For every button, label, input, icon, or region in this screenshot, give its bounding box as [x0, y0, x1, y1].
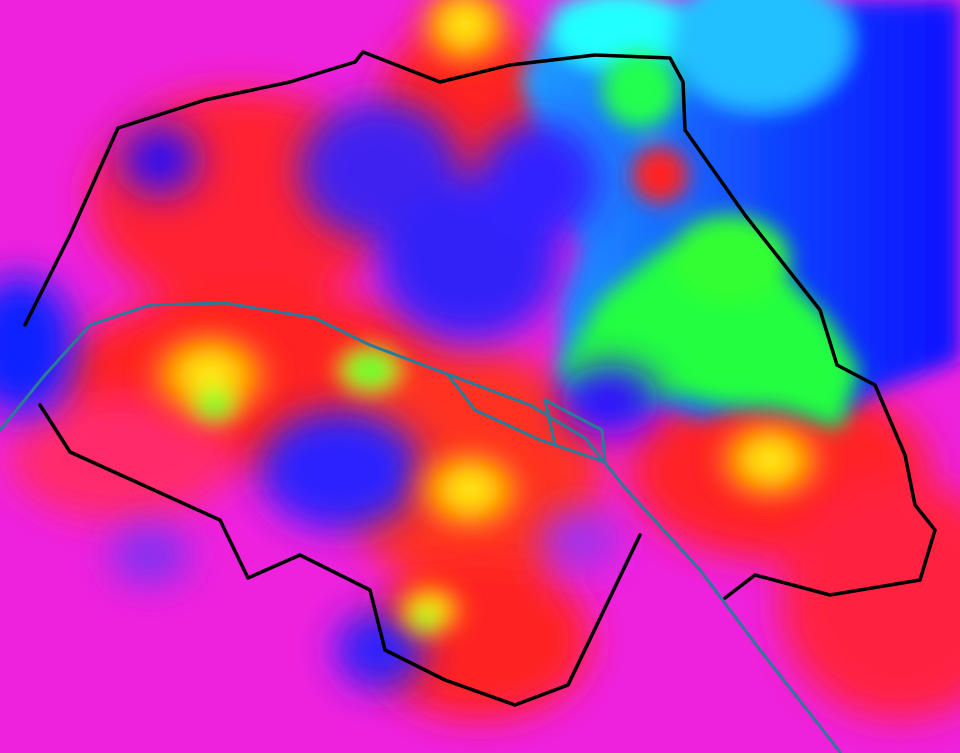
- river-main-channel: [0, 301, 842, 753]
- river-island-channel: [446, 373, 607, 464]
- river: [0, 301, 842, 753]
- boundary-north-segment: [23, 50, 937, 600]
- boundary-south-segment: [38, 403, 642, 707]
- boundary-outline: [23, 50, 937, 707]
